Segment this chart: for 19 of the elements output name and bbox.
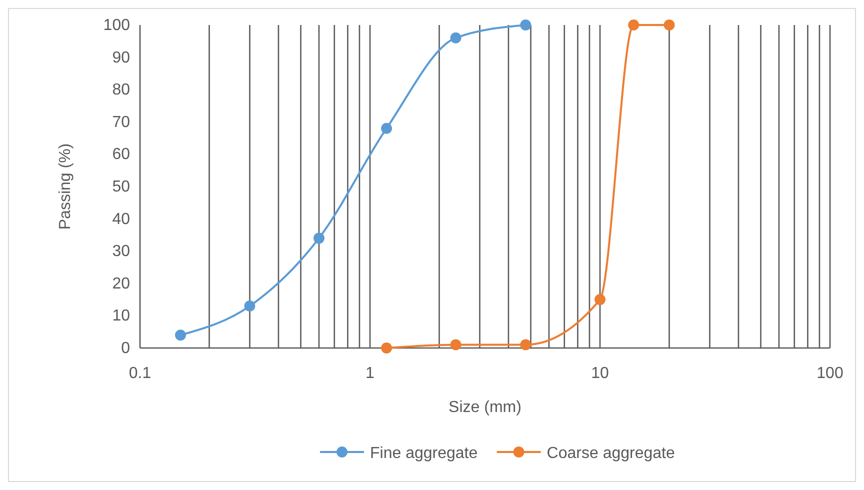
- legend-label: Fine aggregate: [370, 445, 478, 462]
- legend-label: Coarse aggregate: [546, 445, 675, 462]
- y-tick-label: 70: [112, 114, 130, 131]
- y-tick-label: 40: [112, 210, 130, 228]
- y-tick-label: 0: [121, 340, 130, 357]
- y-tick-label: 20: [112, 275, 130, 292]
- y-axis-title: Passing (%): [57, 143, 74, 230]
- x-tick-label: 1: [366, 365, 375, 382]
- y-tick-label: 60: [112, 146, 130, 164]
- y-tick-label: 50: [112, 178, 130, 196]
- x-axis-title: Size (mm): [448, 399, 522, 416]
- y-tick-label: 10: [112, 308, 130, 325]
- y-tick-label: 30: [112, 243, 130, 260]
- y-tick-label: 80: [112, 82, 130, 99]
- x-tick-label: 10: [591, 365, 609, 382]
- x-tick-label: 0.1: [128, 365, 152, 382]
- y-tick-label: 100: [103, 17, 130, 34]
- y-tick-label: 90: [112, 49, 130, 66]
- x-tick-label: 100: [816, 365, 844, 382]
